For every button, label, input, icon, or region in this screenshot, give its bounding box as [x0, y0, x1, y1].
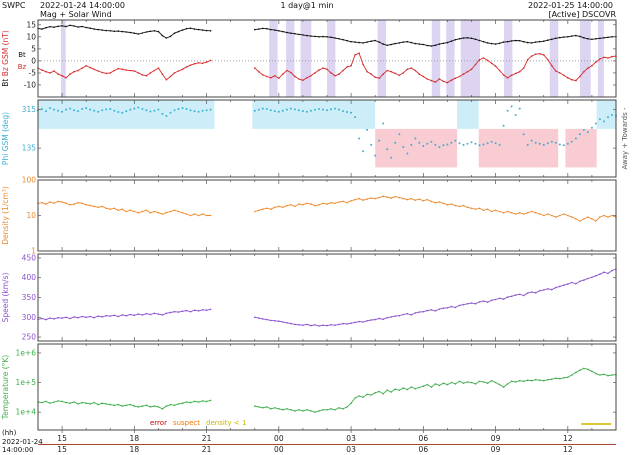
- svg-text:00: 00: [274, 434, 284, 443]
- svg-text:06: 06: [419, 445, 429, 454]
- svg-text:Speed (km/s): Speed (km/s): [1, 273, 10, 323]
- svg-text:-10: -10: [24, 81, 36, 90]
- quality-legend: error suspect density < 1: [150, 419, 246, 427]
- svg-text:315: 315: [22, 105, 37, 114]
- data-source: [Active] DSCOVR: [548, 10, 616, 19]
- svg-text:18: 18: [130, 445, 140, 454]
- svg-text:400: 400: [22, 273, 37, 282]
- svg-text:12: 12: [563, 434, 573, 443]
- svg-text:Away + Towards -: Away + Towards -: [621, 107, 629, 169]
- svg-text:15: 15: [26, 20, 36, 29]
- plot-end-datetime: 2022-01-25 14:00:00: [528, 1, 613, 10]
- svg-text:-5: -5: [29, 68, 37, 77]
- svg-text:1e+5: 1e+5: [16, 378, 37, 387]
- plot-start-datetime: 2022-01-24 14:00:00: [40, 1, 125, 10]
- svg-text:15: 15: [57, 434, 67, 443]
- svg-text:00: 00: [274, 445, 284, 454]
- svg-text:1: 1: [31, 247, 36, 256]
- svg-text:Phi GSM (deg): Phi GSM (deg): [1, 112, 10, 165]
- svg-text:03: 03: [346, 445, 356, 454]
- svg-text:21: 21: [202, 434, 212, 443]
- svg-text:03: 03: [346, 434, 356, 443]
- hh-axis-label: (hh): [2, 429, 17, 437]
- svg-text:Bt: Bt: [18, 51, 26, 59]
- legend-error: error: [150, 419, 167, 427]
- app-title: SWPC: [2, 1, 26, 10]
- svg-text:21: 21: [202, 445, 212, 454]
- svg-text:12: 12: [563, 445, 573, 454]
- svg-text:06: 06: [419, 434, 429, 443]
- legend-density-lt1: density < 1: [206, 419, 247, 427]
- legend-suspect: suspect: [172, 419, 201, 427]
- svg-text:09: 09: [491, 434, 501, 443]
- svg-text:100: 100: [22, 176, 37, 185]
- svg-text:Bz: Bz: [18, 63, 27, 71]
- plot-subtitle: Mag + Solar Wind: [40, 10, 112, 19]
- footer-start-date: 2022-01-24: [2, 438, 43, 446]
- svg-text:10: 10: [26, 211, 36, 220]
- svg-text:250: 250: [22, 333, 37, 342]
- svg-text:1e+4: 1e+4: [16, 408, 37, 417]
- svg-text:135: 135: [22, 144, 37, 153]
- svg-text:Temperature (°K): Temperature (°K): [1, 355, 10, 420]
- svg-text:18: 18: [130, 434, 140, 443]
- svg-text:09: 09: [491, 445, 501, 454]
- svg-text:0: 0: [31, 56, 36, 65]
- footer-start-time: 14:00:00: [2, 446, 34, 454]
- svg-text:350: 350: [22, 293, 37, 302]
- svg-text:Density (1/cm³): Density (1/cm³): [1, 186, 10, 245]
- svg-text:300: 300: [22, 313, 37, 322]
- plot-cadence: 1 day@1 min: [280, 1, 334, 10]
- svg-text:5: 5: [31, 44, 36, 53]
- svg-text:1e+6: 1e+6: [16, 348, 37, 357]
- svg-text:10: 10: [26, 32, 36, 41]
- svg-text:15: 15: [57, 445, 67, 454]
- svg-text:Bt Bz GSM (nT): Bt Bz GSM (nT): [1, 30, 10, 87]
- svg-text:450: 450: [22, 254, 37, 263]
